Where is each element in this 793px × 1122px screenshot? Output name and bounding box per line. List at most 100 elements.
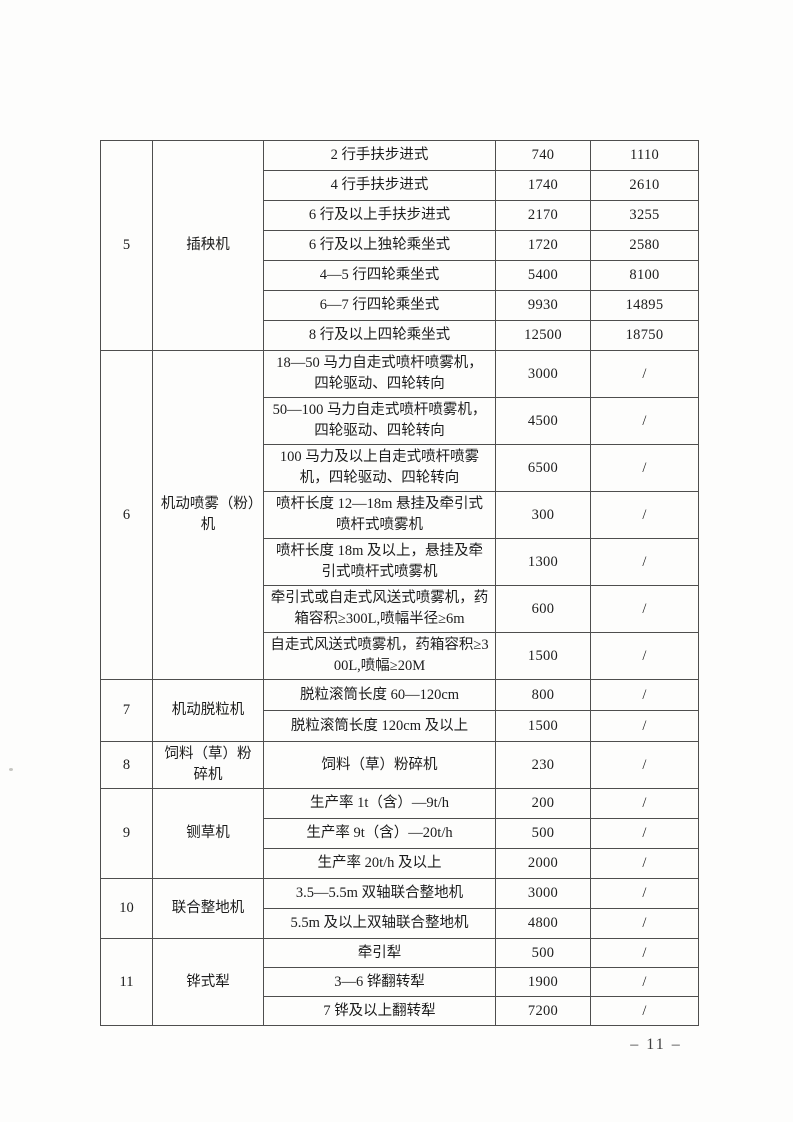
table-row: 4—5 行四轮乘坐式 5400 8100 (101, 260, 699, 291)
serial-number-cell: 7 (100, 679, 153, 743)
subsidy-amount-cell: 1900 (495, 967, 591, 998)
table-row: 7 铧及以上翻转犁 7200/ (101, 996, 699, 1027)
subsidy-amount-2-cell: / (590, 679, 699, 712)
table-row: 自走式风送式喷雾机，药箱容积≥300L,喷幅≥20M 1500/ (101, 632, 699, 681)
subsidy-amount-cell: 2170 (495, 200, 591, 231)
table-body: 5 插秧机 2 行手扶步进式 740 1110 4 行手扶步进式 1740 2610 6 行及以… (100, 140, 699, 1027)
table-row: 50—100 马力自走式喷杆喷雾机，四轮驱动、四轮转向 4500/ (101, 397, 699, 446)
table-row: 6 行及以上手扶步进式 2170 3255 (101, 200, 699, 231)
spec-description-cell: 牵引犁 (263, 938, 496, 969)
spec-description-cell: 脱粒滚筒长度 60—120cm (263, 679, 496, 712)
subsidy-amount-2-cell: / (590, 491, 699, 540)
table-row: 10 联合整地机 3.5—5.5m 双轴联合整地机 3000/ (100, 878, 699, 940)
machine-category-cell: 铧式犁 (152, 938, 264, 1027)
subsidy-amount-2-cell: / (590, 397, 699, 446)
spec-description-cell: 6—7 行四轮乘坐式 (263, 290, 496, 321)
subsidy-amount-2-cell: 14895 (590, 290, 699, 321)
subsidy-amount-2-cell: / (590, 349, 699, 399)
subsidy-amount-cell: 9930 (495, 290, 591, 321)
subsidy-amount-cell: 4800 (495, 908, 591, 940)
subsidy-amount-cell: 3000 (495, 878, 591, 910)
subsidy-amount-2-cell: / (590, 967, 699, 998)
table-row: 6 行及以上独轮乘坐式 1720 2580 (101, 230, 699, 261)
machine-category-cell: 铡草机 (152, 788, 264, 880)
machine-category-cell: 机动脱粒机 (152, 679, 264, 743)
table-row: 喷杆长度 12—18m 悬挂及牵引式喷杆式喷雾机 300/ (101, 491, 699, 540)
serial-number-cell: 11 (100, 938, 153, 1027)
spec-description-cell: 7 铧及以上翻转犁 (263, 996, 496, 1027)
table-row: 8 饲料（草）粉碎机 饲料（草）粉碎机 230/ (100, 741, 699, 790)
subsidy-amount-2-cell: / (590, 444, 699, 493)
subsidy-amount-2-cell: / (590, 538, 699, 587)
spec-description-cell: 2 行手扶步进式 (263, 140, 496, 171)
spec-description-cell: 喷杆长度 12—18m 悬挂及牵引式喷杆式喷雾机 (263, 491, 496, 540)
subsidy-amount-2-cell: 8100 (590, 260, 699, 291)
subsidy-amount-cell: 2000 (495, 848, 591, 880)
subsidy-amount-2-cell: 3255 (590, 200, 699, 231)
machinery-subsidy-table: 5 插秧机 2 行手扶步进式 740 1110 4 行手扶步进式 1740 2610 6 行及以… (100, 140, 699, 1027)
spec-description-cell: 牵引式或自走式风送式喷雾机，药箱容积≥300L,喷幅半径≥6m (263, 585, 496, 634)
subsidy-amount-2-cell: 18750 (590, 320, 699, 351)
page-number: – 11 – (630, 1036, 682, 1053)
subsidy-amount-cell: 6500 (495, 444, 591, 493)
spec-description-cell: 3—6 铧翻转犁 (263, 967, 496, 998)
subsidy-amount-cell: 1500 (495, 710, 591, 743)
subsidy-amount-2-cell: / (590, 788, 699, 820)
spec-description-cell: 50—100 马力自走式喷杆喷雾机，四轮驱动、四轮转向 (263, 397, 496, 446)
scan-speck (9, 768, 13, 771)
subsidy-amount-2-cell: / (590, 632, 699, 681)
subsidy-amount-cell: 300 (495, 491, 591, 540)
machine-category-cell: 插秧机 (152, 140, 264, 351)
subsidy-amount-2-cell: / (590, 710, 699, 743)
spec-description-cell: 6 行及以上独轮乘坐式 (263, 230, 496, 261)
subsidy-amount-cell: 740 (495, 140, 591, 171)
table-row: 生产率 20t/h 及以上 2000/ (101, 848, 699, 880)
subsidy-amount-2-cell: / (590, 938, 699, 969)
serial-number-cell: 8 (100, 741, 153, 790)
subsidy-amount-2-cell: 2580 (590, 230, 699, 261)
subsidy-amount-2-cell: / (590, 818, 699, 850)
subsidy-amount-cell: 3000 (495, 349, 591, 399)
subsidy-amount-2-cell: / (590, 848, 699, 880)
subsidy-amount-cell: 230 (495, 741, 591, 790)
spec-description-cell: 脱粒滚筒长度 120cm 及以上 (263, 710, 496, 743)
table-row: 8 行及以上四轮乘坐式 12500 18750 (101, 320, 699, 351)
serial-number-cell: 9 (100, 788, 153, 880)
spec-description-cell: 18—50 马力自走式喷杆喷雾机，四轮驱动、四轮转向 (263, 349, 496, 399)
spec-description-cell: 6 行及以上手扶步进式 (263, 200, 496, 231)
spec-description-cell: 4—5 行四轮乘坐式 (263, 260, 496, 291)
spec-description-cell: 自走式风送式喷雾机，药箱容积≥300L,喷幅≥20M (263, 632, 496, 681)
spec-description-cell: 饲料（草）粉碎机 (263, 741, 496, 790)
spec-description-cell: 喷杆长度 18m 及以上，悬挂及牵引式喷杆式喷雾机 (263, 538, 496, 587)
subsidy-amount-2-cell: 1110 (590, 140, 699, 171)
subsidy-amount-2-cell: / (590, 878, 699, 910)
table-row: 7 机动脱粒机 脱粒滚筒长度 60—120cm 800/ (100, 679, 699, 743)
table-row: 生产率 9t（含）—20t/h 500/ (101, 818, 699, 850)
serial-number-cell: 6 (100, 349, 153, 681)
table-row: 11 铧式犁 牵引犁 500/ (100, 938, 699, 1027)
table-row: 4 行手扶步进式 1740 2610 (101, 170, 699, 201)
spec-description-cell: 生产率 20t/h 及以上 (263, 848, 496, 880)
subsidy-amount-cell: 500 (495, 818, 591, 850)
subsidy-amount-cell: 200 (495, 788, 591, 820)
machine-category-cell: 饲料（草）粉碎机 (152, 741, 264, 790)
subsidy-amount-cell: 5400 (495, 260, 591, 291)
table-row: 6 机动喷雾（粉）机 18—50 马力自走式喷杆喷雾机，四轮驱动、四轮转向 3000/ (100, 349, 699, 681)
subsidy-amount-cell: 800 (495, 679, 591, 712)
spec-description-cell: 生产率 9t（含）—20t/h (263, 818, 496, 850)
spec-description-cell: 8 行及以上四轮乘坐式 (263, 320, 496, 351)
subsidy-amount-cell: 1500 (495, 632, 591, 681)
table-row: 6—7 行四轮乘坐式 9930 14895 (101, 290, 699, 321)
subsidy-amount-2-cell: / (590, 996, 699, 1027)
spec-description-cell: 生产率 1t（含）—9t/h (263, 788, 496, 820)
serial-number-cell: 5 (100, 140, 153, 351)
table-row: 9 铡草机 生产率 1t（含）—9t/h 200/ (100, 788, 699, 880)
subsidy-amount-cell: 12500 (495, 320, 591, 351)
spec-description-cell: 5.5m 及以上双轴联合整地机 (263, 908, 496, 940)
subsidy-amount-cell: 600 (495, 585, 591, 634)
spec-description-cell: 3.5—5.5m 双轴联合整地机 (263, 878, 496, 910)
table-row: 3—6 铧翻转犁 1900/ (101, 967, 699, 998)
subsidy-amount-cell: 1720 (495, 230, 591, 261)
subsidy-amount-cell: 1740 (495, 170, 591, 201)
